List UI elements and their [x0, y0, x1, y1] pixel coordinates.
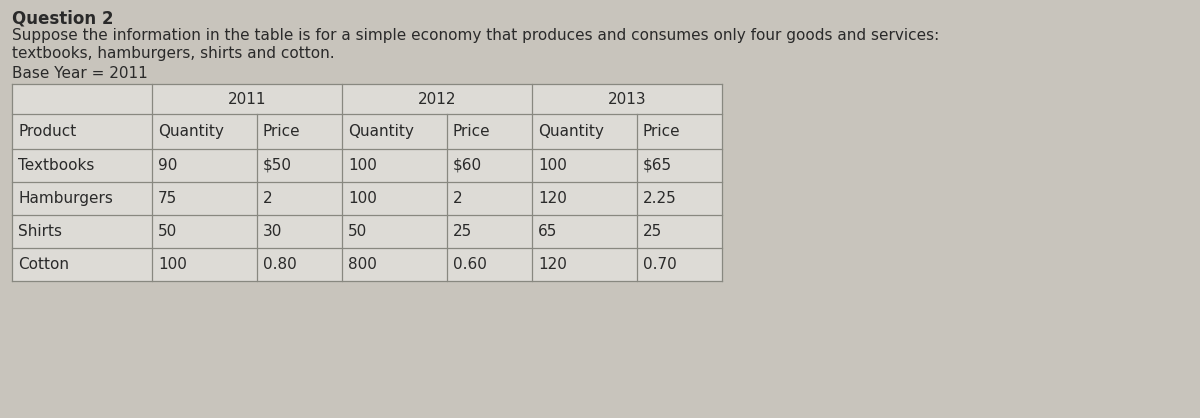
- Text: 0.80: 0.80: [263, 257, 296, 272]
- Text: Quantity: Quantity: [348, 124, 414, 139]
- Text: 30: 30: [263, 224, 282, 239]
- Text: Question 2: Question 2: [12, 10, 114, 28]
- Text: 2: 2: [263, 191, 272, 206]
- Text: 2: 2: [454, 191, 463, 206]
- Text: 800: 800: [348, 257, 377, 272]
- Text: 75: 75: [158, 191, 178, 206]
- Text: 120: 120: [538, 257, 566, 272]
- Text: Shirts: Shirts: [18, 224, 62, 239]
- Text: 0.60: 0.60: [454, 257, 487, 272]
- Text: Price: Price: [454, 124, 491, 139]
- Text: $65: $65: [643, 158, 672, 173]
- Text: 0.70: 0.70: [643, 257, 677, 272]
- Text: Hamburgers: Hamburgers: [18, 191, 113, 206]
- Text: 2013: 2013: [607, 92, 647, 107]
- Text: Suppose the information in the table is for a simple economy that produces and c: Suppose the information in the table is …: [12, 28, 940, 43]
- Bar: [12, 84, 722, 281]
- Text: 25: 25: [643, 224, 662, 239]
- Text: 2.25: 2.25: [643, 191, 677, 206]
- Text: 120: 120: [538, 191, 566, 206]
- Text: 50: 50: [348, 224, 367, 239]
- Text: Price: Price: [643, 124, 680, 139]
- Text: $50: $50: [263, 158, 292, 173]
- Text: Quantity: Quantity: [538, 124, 604, 139]
- Text: Price: Price: [263, 124, 301, 139]
- Text: Base Year = 2011: Base Year = 2011: [12, 66, 148, 81]
- Text: 100: 100: [538, 158, 566, 173]
- Text: textbooks, hamburgers, shirts and cotton.: textbooks, hamburgers, shirts and cotton…: [12, 46, 335, 61]
- Text: Product: Product: [18, 124, 77, 139]
- Text: 100: 100: [158, 257, 187, 272]
- Text: 100: 100: [348, 191, 377, 206]
- Text: 50: 50: [158, 224, 178, 239]
- Text: 2011: 2011: [228, 92, 266, 107]
- Text: 90: 90: [158, 158, 178, 173]
- Text: 65: 65: [538, 224, 557, 239]
- Text: Cotton: Cotton: [18, 257, 70, 272]
- Text: 25: 25: [454, 224, 473, 239]
- Text: 2012: 2012: [418, 92, 456, 107]
- Text: 100: 100: [348, 158, 377, 173]
- Text: $60: $60: [454, 158, 482, 173]
- Text: Textbooks: Textbooks: [18, 158, 95, 173]
- Text: Quantity: Quantity: [158, 124, 224, 139]
